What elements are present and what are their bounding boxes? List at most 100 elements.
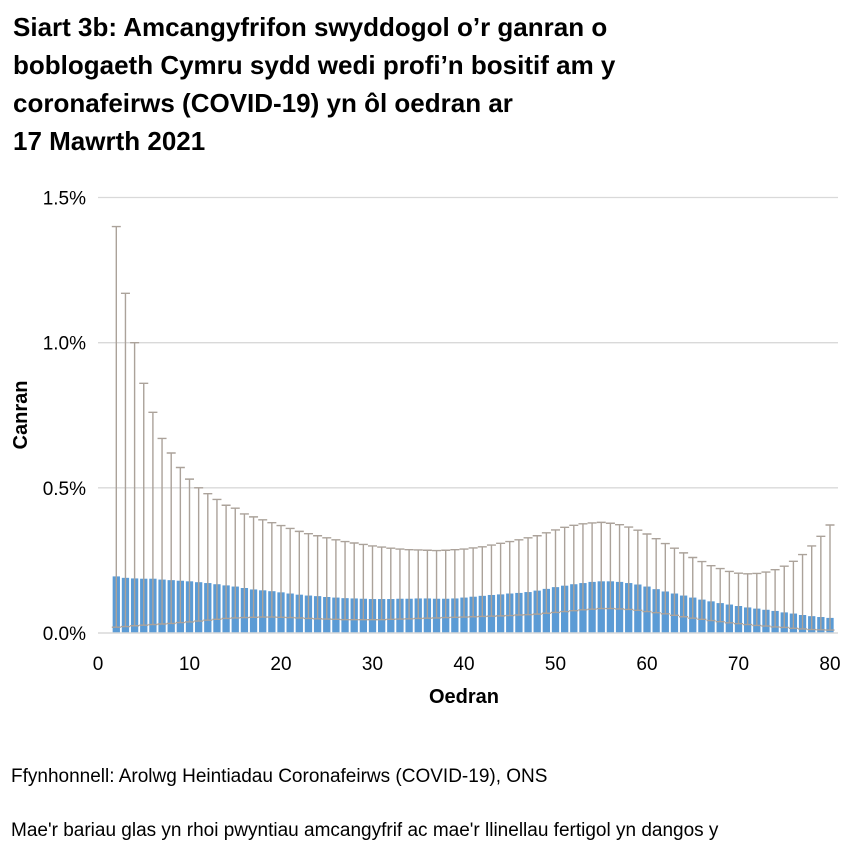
x-tick-label: 30 (362, 654, 383, 675)
error-bar (422, 549, 432, 619)
gridlines-group (98, 196, 838, 489)
error-bar (477, 546, 487, 618)
error-bar (505, 540, 515, 617)
error-bar (798, 553, 808, 630)
error-bar (496, 542, 506, 617)
error-bar (331, 539, 341, 621)
error-bar (194, 487, 204, 622)
x-tick-label: 60 (636, 654, 657, 675)
error-bar (743, 573, 753, 626)
y-tick-label: 0.0% (43, 624, 86, 645)
error-bar (587, 522, 597, 610)
error-bar (130, 341, 140, 627)
error-bar (788, 560, 798, 630)
error-bar (486, 544, 496, 617)
error-bar (166, 452, 176, 625)
error-bar (541, 532, 551, 614)
y-axis-labels: 0.0% 0.5% 1.0% 1.5% (43, 189, 86, 645)
error-bar (148, 411, 158, 626)
error-bar (715, 567, 725, 623)
error-bar (175, 466, 185, 624)
y-tick-label: 1.5% (43, 189, 86, 210)
y-axis-title: Canran (10, 381, 32, 450)
error-bar (624, 526, 634, 611)
error-bar (340, 540, 350, 621)
error-bar (724, 570, 734, 624)
error-bar (404, 548, 414, 620)
error-bar (303, 533, 313, 620)
error-bar (441, 549, 451, 619)
x-tick-label: 80 (819, 654, 840, 675)
error-bar (734, 572, 743, 625)
error-bar (267, 521, 277, 618)
error-bar (322, 537, 332, 620)
error-bar (313, 535, 323, 620)
x-tick-label: 40 (453, 654, 474, 675)
error-bar (349, 542, 359, 621)
error-bar (358, 543, 368, 621)
x-tick-label: 10 (179, 654, 200, 675)
error-bar (395, 548, 405, 620)
error-bar (514, 539, 524, 616)
error-bar (139, 382, 149, 626)
error-bar (532, 535, 542, 615)
error-bar (285, 527, 295, 619)
error-bar (459, 548, 469, 618)
error-bar (578, 523, 588, 611)
error-bar (468, 547, 478, 618)
x-tick-label: 0 (93, 654, 104, 675)
error-bar (642, 533, 652, 613)
y-tick-label: 1.0% (43, 334, 86, 355)
error-bar (249, 516, 259, 619)
error-bar (203, 492, 213, 621)
error-bar (157, 437, 167, 625)
x-tick-label: 70 (728, 654, 749, 675)
error-bar (239, 513, 249, 619)
error-bar (368, 545, 377, 621)
error-bar (615, 524, 625, 610)
error-bar (807, 545, 817, 631)
error-bar (221, 504, 231, 620)
error-bar (294, 530, 304, 619)
x-axis-labels: 0 10 20 30 40 50 60 70 80 (93, 654, 841, 675)
error-bar (633, 529, 643, 612)
error-bar (432, 549, 442, 619)
error-bar (523, 537, 533, 616)
error-bar (377, 546, 387, 621)
error-bar (569, 524, 579, 612)
error-bar (560, 526, 570, 613)
error-bar (605, 522, 615, 610)
error-bar (386, 547, 396, 621)
error-bar (551, 529, 560, 614)
error-bar (185, 478, 194, 623)
error-bar (688, 556, 698, 619)
error-bar (697, 560, 707, 621)
error-bar (230, 507, 240, 619)
error-bar (212, 498, 222, 621)
x-tick-label: 50 (545, 654, 566, 675)
error-bar (596, 521, 606, 610)
error-bar (276, 524, 286, 619)
error-bar (669, 547, 679, 616)
x-tick-label: 20 (270, 654, 291, 675)
error-bar (413, 549, 423, 620)
error-bar (120, 292, 130, 628)
error-bar (450, 548, 460, 619)
source-line: Ffynhonnell: Arolwg Heintiadau Coronafei… (11, 766, 548, 787)
error-bar (258, 519, 268, 618)
error-bars-group (111, 225, 835, 631)
error-bar (706, 564, 716, 622)
error-bar (816, 535, 826, 631)
error-bar (752, 572, 762, 627)
note-line: Mae'r bariau glas yn rhoi pwyntiau amcan… (11, 820, 719, 849)
error-bar (779, 565, 789, 629)
error-bar (651, 537, 661, 614)
chart-title: Siart 3b: Amcangyfrifon swyddogol o’r ga… (13, 12, 616, 156)
error-bar (660, 542, 670, 615)
error-bar (111, 225, 121, 628)
chart-footnote: Ffynhonnell: Arolwg Heintiadau Coronafei… (11, 736, 841, 849)
error-bar (770, 569, 780, 628)
y-tick-label: 0.5% (43, 479, 86, 500)
error-bar (825, 524, 835, 631)
